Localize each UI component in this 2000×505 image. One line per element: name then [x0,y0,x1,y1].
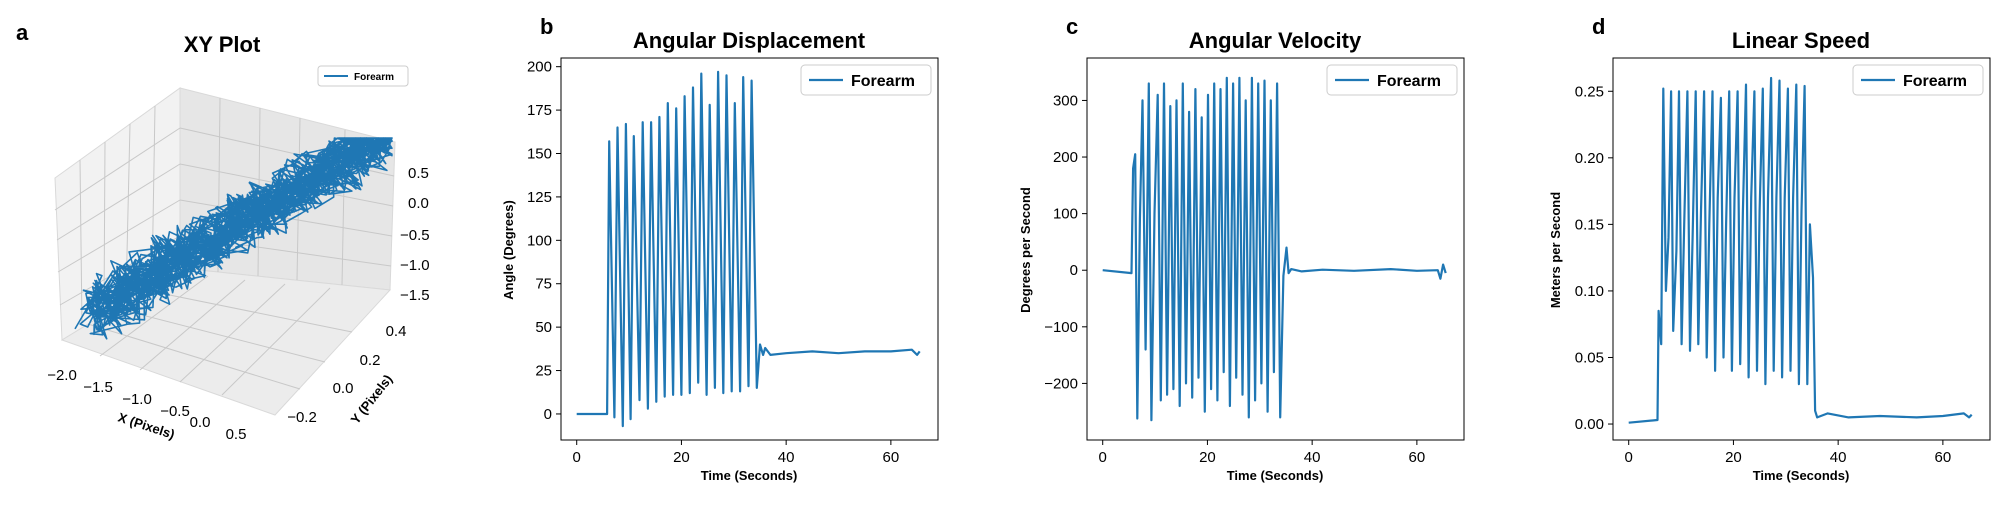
x-tick-label-d-1: 20 [1725,449,1742,466]
series-b [576,70,921,428]
legend-box-d [1852,64,1984,96]
y-tick-label-d-4: 0.20 [1575,150,1604,167]
plot-frame-d [1612,57,1991,441]
chart-title-d: Linear Speed [1732,28,1870,53]
legend-box-b [800,64,932,96]
y-tick-label-c-4: 200 [1053,149,1078,166]
xy-plot-3d: XY Plot [47,32,429,443]
xy-trajectory [74,137,393,340]
y-tick-label-b-2: 50 [535,319,552,336]
chart-title-c: Angular Velocity [1189,28,1362,53]
y-tick-a-3: 0.4 [386,323,407,340]
x-tick-a-1: −1.5 [83,379,113,396]
y-axis-label-a: Y (Pixels) [348,372,396,427]
y-tick-label-d-0: 0.00 [1575,416,1604,433]
ticks-c: 0 20 40 60 −200 −100 0 100 200 300 [1044,92,1425,466]
y-tick-a-2: 0.2 [360,352,381,369]
x-tick-label-b-2: 40 [778,449,795,466]
angular-displacement-chart: Angular Displacement Time (Seconds) Angl… [501,28,939,483]
x-axis-label-c: Time (Seconds) [1227,468,1324,483]
x-tick-label-b-1: 20 [673,449,690,466]
chart-title-b: Angular Displacement [633,28,866,53]
x-tick-label-b-0: 0 [573,449,581,466]
y-tick-label-b-4: 100 [527,232,552,249]
y-tick-label-b-0: 0 [544,406,552,423]
legend-b: Forearm [800,64,932,96]
legend-c: Forearm [1326,64,1458,96]
y-tick-label-d-5: 0.25 [1575,83,1604,100]
legend-box-a [317,65,409,87]
series-line-b-forearm [576,70,921,428]
x-tick-a-4: 0.0 [190,414,211,431]
y-axis-label-c: Degrees per Second [1018,187,1033,313]
legend-d: Forearm [1852,64,1984,96]
y-tick-label-d-1: 0.05 [1575,349,1604,366]
x-tick-label-d-3: 60 [1935,449,1952,466]
z-tick-a-4: −1.5 [400,287,430,304]
legend-box-c [1326,64,1458,96]
ticks-b: 0 20 40 60 0 25 50 75 100 125 150 175 200 [527,59,899,466]
angular-velocity-chart: Angular Velocity Time (Seconds) Degrees … [1018,28,1465,483]
z-tick-a-0: 0.5 [408,165,429,182]
x-axis-label-b: Time (Seconds) [701,468,798,483]
y-tick-label-b-7: 175 [527,102,552,119]
z-tick-a-1: 0.0 [408,195,429,212]
panel-letter-c: c [1066,14,1078,39]
y-tick-label-c-1: −100 [1044,319,1078,336]
series-line-a-forearm [74,137,393,340]
plot-frame-c [1086,57,1465,441]
panel-letter-a: a [16,20,29,45]
y-tick-label-d-3: 0.15 [1575,216,1604,233]
series-line-c-forearm [1102,76,1447,422]
legend-label-c: Forearm [1377,73,1441,90]
y-axis-label-b: Angle (Degrees) [501,200,516,300]
legend-a: Forearm [317,65,409,87]
panel-letter-b: b [540,14,553,39]
x-tick-a-3: −0.5 [160,403,190,420]
x-tick-label-c-3: 60 [1409,449,1426,466]
x-tick-a-5: 0.5 [226,426,247,443]
y-tick-label-c-0: −200 [1044,375,1078,392]
panel-letter-d: d [1592,14,1605,39]
plot-frame-b [560,57,939,441]
z-tick-a-2: −0.5 [400,227,430,244]
x-axis-label-d: Time (Seconds) [1753,468,1850,483]
y-tick-a-1: 0.0 [333,380,354,397]
y-tick-label-b-1: 25 [535,363,552,380]
legend-label-a: Forearm [354,72,394,83]
x-tick-label-d-2: 40 [1830,449,1847,466]
series-line-d-forearm [1628,76,1973,424]
chart-title-a: XY Plot [184,32,261,57]
y-tick-label-c-2: 0 [1070,262,1078,279]
y-axis-label-d: Meters per Second [1548,192,1563,308]
x-tick-label-c-2: 40 [1304,449,1321,466]
y-tick-label-b-5: 125 [527,189,552,206]
linear-speed-chart: Linear Speed Time (Seconds) Meters per S… [1548,28,1991,483]
y-tick-label-c-3: 100 [1053,206,1078,223]
x-tick-label-b-3: 60 [883,449,900,466]
x-tick-a-0: −2.0 [47,367,77,384]
y-tick-label-c-5: 300 [1053,92,1078,109]
x-tick-a-2: −1.0 [122,391,152,408]
y-tick-label-b-3: 75 [535,276,552,293]
z-tick-a-3: −1.0 [400,257,430,274]
x-tick-label-d-0: 0 [1625,449,1633,466]
series-d [1628,76,1973,424]
legend-label-b: Forearm [851,73,915,90]
y-tick-label-d-2: 0.10 [1575,283,1604,300]
series-c [1102,76,1447,422]
y-tick-label-b-6: 150 [527,146,552,163]
x-tick-label-c-0: 0 [1099,449,1107,466]
y-tick-a-0: −0.2 [287,409,317,426]
legend-label-d: Forearm [1903,73,1967,90]
x-tick-label-c-1: 20 [1199,449,1216,466]
y-tick-label-b-8: 200 [527,59,552,76]
ticks-d: 0 20 40 60 0.00 0.05 0.10 0.15 0.20 0.25 [1575,83,1951,466]
